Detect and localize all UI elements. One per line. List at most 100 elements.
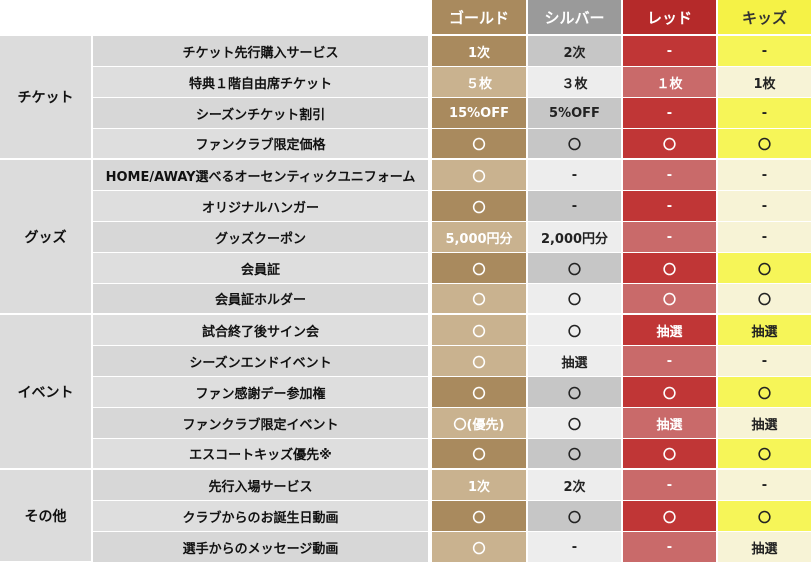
- kids-value: -: [716, 222, 811, 253]
- category-goods: グッズ: [0, 160, 93, 315]
- gold-value: 〇: [430, 160, 526, 191]
- silver-value: 2次: [526, 470, 621, 501]
- kids-value: -: [716, 191, 811, 222]
- red-value: -: [621, 470, 716, 501]
- table-row: 会員証 〇 〇 〇 〇: [0, 253, 811, 284]
- gold-value: 〇: [430, 284, 526, 315]
- table-row: 選手からのメッセージ動画 〇 - - 抽選: [0, 532, 811, 563]
- benefit-label: チケット先行購入サービス: [93, 36, 430, 67]
- table-row: クラブからのお誕生日動画 〇 〇 〇 〇: [0, 501, 811, 532]
- silver-value: -: [526, 191, 621, 222]
- table-row: 会員証ホルダー 〇 〇 〇 〇: [0, 284, 811, 315]
- category-ticket: チケット: [0, 36, 93, 160]
- silver-value: 〇: [526, 315, 621, 346]
- kids-value: 〇: [716, 253, 811, 284]
- gold-value: 〇: [430, 501, 526, 532]
- table-row: ファンクラブ限定イベント 〇(優先) 〇 抽選 抽選: [0, 408, 811, 439]
- benefit-label: クラブからのお誕生日動画: [93, 501, 430, 532]
- silver-value: 〇: [526, 284, 621, 315]
- kids-value: 抽選: [716, 532, 811, 563]
- silver-value: 〇: [526, 377, 621, 408]
- gold-value: 1次: [430, 470, 526, 501]
- column-header-kids: キッズ: [716, 0, 811, 36]
- benefit-label: ファン感謝デー参加権: [93, 377, 430, 408]
- kids-value: 〇: [716, 129, 811, 160]
- red-value: 〇: [621, 377, 716, 408]
- table-row: オリジナルハンガー 〇 - - -: [0, 191, 811, 222]
- benefit-label: 先行入場サービス: [93, 470, 430, 501]
- kids-value: 〇: [716, 439, 811, 470]
- gold-value: 〇: [430, 439, 526, 470]
- silver-value: 〇: [526, 408, 621, 439]
- gold-value: 〇(優先): [430, 408, 526, 439]
- kids-value: -: [716, 98, 811, 129]
- gold-value: 〇: [430, 377, 526, 408]
- header-item-blank: [93, 0, 430, 36]
- table-row: イベント 試合終了後サイン会 〇 〇 抽選 抽選: [0, 315, 811, 470]
- category-other: その他: [0, 470, 93, 563]
- table-row: その他 先行入場サービス 1次 2次 - -: [0, 470, 811, 563]
- red-value: 〇: [621, 439, 716, 470]
- red-value: 抽選: [621, 315, 716, 346]
- benefit-label: 特典１階自由席チケット: [93, 67, 430, 98]
- red-value: 〇: [621, 284, 716, 315]
- header-row: ゴールド シルバー レッド キッズ: [0, 0, 811, 36]
- kids-value: -: [716, 160, 811, 191]
- benefit-label: ファンクラブ限定価格: [93, 129, 430, 160]
- gold-value: 〇: [430, 532, 526, 563]
- gold-value: 〇: [430, 129, 526, 160]
- red-value: -: [621, 222, 716, 253]
- table-row: ファンクラブ限定価格 〇 〇 〇 〇: [0, 129, 811, 160]
- benefit-label: 選手からのメッセージ動画: [93, 532, 430, 563]
- benefit-label: HOME/AWAY選べるオーセンティックユニフォーム: [93, 160, 430, 191]
- silver-value: 5%OFF: [526, 98, 621, 129]
- red-value: -: [621, 98, 716, 129]
- kids-value: -: [716, 470, 811, 501]
- red-value: 〇: [621, 129, 716, 160]
- red-value: -: [621, 346, 716, 377]
- benefit-label: ファンクラブ限定イベント: [93, 408, 430, 439]
- gold-value: ５枚: [430, 67, 526, 98]
- benefit-label: グッズクーポン: [93, 222, 430, 253]
- silver-value: ３枚: [526, 67, 621, 98]
- benefit-label: エスコートキッズ優先※: [93, 439, 430, 470]
- kids-value: 〇: [716, 284, 811, 315]
- gold-value: 5,000円分: [430, 222, 526, 253]
- table-row: チケット チケット先行購入サービス 1次 2次 - -: [0, 36, 811, 160]
- silver-value: 〇: [526, 439, 621, 470]
- kids-value: 1枚: [716, 67, 811, 98]
- kids-value: -: [716, 346, 811, 377]
- table-row: シーズンエンドイベント 〇 抽選 - -: [0, 346, 811, 377]
- red-value: 〇: [621, 501, 716, 532]
- table-row: グッズクーポン 5,000円分 2,000円分 - -: [0, 222, 811, 253]
- silver-value: -: [526, 160, 621, 191]
- column-header-gold: ゴールド: [430, 0, 526, 36]
- red-value: -: [621, 160, 716, 191]
- benefit-label: オリジナルハンガー: [93, 191, 430, 222]
- silver-value: 抽選: [526, 346, 621, 377]
- table-row: エスコートキッズ優先※ 〇 〇 〇 〇: [0, 439, 811, 470]
- kids-value: 抽選: [716, 315, 811, 346]
- kids-value: 〇: [716, 377, 811, 408]
- kids-value: 〇: [716, 501, 811, 532]
- benefit-label: シーズンエンドイベント: [93, 346, 430, 377]
- table-row: 特典１階自由席チケット ５枚 ３枚 １枚 1枚: [0, 67, 811, 98]
- table-row: ファン感謝デー参加権 〇 〇 〇 〇: [0, 377, 811, 408]
- gold-value: 15%OFF: [430, 98, 526, 129]
- gold-value: 〇: [430, 346, 526, 377]
- silver-value: -: [526, 532, 621, 563]
- category-event: イベント: [0, 315, 93, 470]
- silver-value: 2,000円分: [526, 222, 621, 253]
- benefit-label: 試合終了後サイン会: [93, 315, 430, 346]
- silver-value: 〇: [526, 501, 621, 532]
- red-value: -: [621, 36, 716, 67]
- benefit-label: 会員証: [93, 253, 430, 284]
- silver-value: 〇: [526, 253, 621, 284]
- benefit-label: 会員証ホルダー: [93, 284, 430, 315]
- column-header-red: レッド: [621, 0, 716, 36]
- table-row: グッズ HOME/AWAY選べるオーセンティックユニフォーム 〇 - - -: [0, 160, 811, 315]
- kids-value: 抽選: [716, 408, 811, 439]
- red-value: 〇: [621, 253, 716, 284]
- benefit-label: シーズンチケット割引: [93, 98, 430, 129]
